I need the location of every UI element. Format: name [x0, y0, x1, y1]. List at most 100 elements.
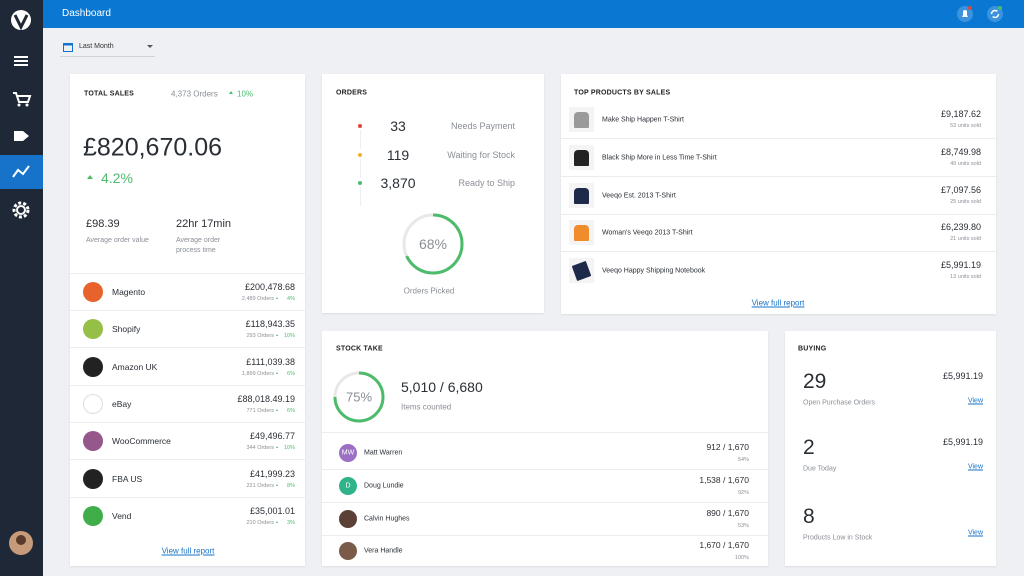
total-sales-card	[70, 74, 305, 566]
status-line	[359, 130, 361, 149]
person-avatar	[339, 444, 357, 462]
buying-count: 8	[803, 505, 815, 528]
product-item	[574, 225, 589, 242]
buying-view-link[interactable]: View	[967, 529, 983, 537]
logo[interactable]	[11, 10, 31, 31]
chart-icon[interactable]	[12, 165, 30, 178]
buying-count: 29	[803, 370, 827, 393]
ring-label: 75%	[345, 389, 373, 405]
sidebar-icons	[9, 10, 33, 555]
date-filter[interactable]	[60, 38, 155, 57]
stock-take-card	[322, 331, 768, 566]
channel-logo	[83, 505, 103, 526]
list-icon[interactable]	[14, 56, 28, 66]
up-arrow	[276, 446, 278, 449]
channel-amount: £41,999.23	[249, 468, 295, 479]
separator	[322, 432, 768, 433]
top-bar	[43, 0, 1024, 28]
status-label: Ready to Ship	[458, 178, 515, 188]
status-line	[359, 187, 361, 206]
buying-amount: £5,991.19	[942, 437, 983, 447]
channel-amount: £200,478.68	[244, 282, 295, 292]
product-item	[574, 187, 589, 204]
tag-icon[interactable]	[14, 131, 29, 141]
channel-amount: £118,943.35	[245, 319, 295, 330]
channel-change: 6%	[287, 370, 295, 377]
cart-icon[interactable]	[13, 92, 32, 107]
product-name: Veeqo Est. 2013 T-Shirt	[602, 192, 676, 200]
sync[interactable]	[987, 6, 1003, 22]
status-label: Waiting for Stock	[447, 149, 515, 160]
channel-logo	[83, 393, 103, 414]
channel-change: 6%	[287, 407, 295, 414]
channel-orders: 2,489 Orders	[241, 296, 274, 302]
card-title: STOCK TAKE	[336, 345, 383, 353]
person-count: 890 / 1,670	[706, 507, 749, 518]
person-name: Calvin Hughes	[364, 515, 410, 523]
up-arrow	[276, 408, 278, 411]
settings-icon[interactable]	[12, 201, 30, 219]
orders-change: 10%	[237, 89, 254, 99]
status-count: 3,870	[380, 175, 416, 191]
person-percent: 54%	[737, 457, 749, 463]
buying-amount: £5,991.19	[942, 371, 983, 381]
status-line	[359, 158, 361, 178]
separator	[561, 175, 996, 177]
channel-amount: £35,001.01	[249, 505, 295, 516]
separator	[561, 138, 996, 139]
separator	[70, 421, 305, 423]
separator	[322, 534, 768, 536]
card-title: ORDERS	[336, 89, 368, 97]
date-filter-label: Last Month	[79, 43, 114, 50]
sales-change: 4.2%	[101, 170, 133, 186]
channel-name: Shopify	[112, 324, 141, 335]
person-avatar	[339, 476, 357, 495]
view-report-link[interactable]: View full report	[751, 298, 805, 308]
notifications[interactable]	[957, 6, 973, 22]
buying-view-link[interactable]: View	[967, 397, 983, 405]
view-report-link[interactable]: View full report	[161, 546, 215, 556]
card-title: TOTAL SALES	[84, 90, 135, 98]
dropdown-caret	[147, 45, 153, 48]
channel-name: Vend	[112, 510, 132, 521]
channel-name: Magento	[112, 287, 146, 297]
channel-name: Amazon UK	[112, 361, 158, 372]
person-count: 1,538 / 1,670	[699, 474, 749, 485]
person-count: 912 / 1,670	[706, 442, 749, 452]
person-count: 1,670 / 1,670	[699, 540, 749, 551]
product-amount: £7,097.56	[940, 184, 981, 195]
buying-view-link[interactable]: View	[967, 463, 983, 471]
status-dot	[358, 152, 362, 157]
product-item	[574, 112, 589, 128]
separator	[322, 501, 768, 503]
up-arrow	[276, 334, 278, 337]
person-name: Vera Handle	[364, 547, 403, 555]
channel-amount: £111,039.38	[246, 356, 295, 367]
channel-name: WooCommerce	[112, 436, 171, 447]
stat-label: Average order process time	[176, 237, 221, 254]
card-title: TOP PRODUCTS BY SALES	[574, 89, 671, 97]
channel-orders: 344 Orders	[246, 445, 274, 452]
up-arrow	[276, 371, 278, 374]
separator	[70, 496, 305, 498]
status-dot	[358, 181, 362, 185]
channel-name: eBay	[112, 398, 132, 409]
progress-ring	[333, 371, 385, 423]
product-name: Make Ship Happen T-Shirt	[602, 116, 684, 124]
progress-ring	[402, 213, 464, 275]
product-units: 25 units sold	[950, 198, 981, 205]
separator	[70, 310, 305, 311]
channel-logo	[83, 282, 103, 302]
channel-amount: £88,018.49.19	[237, 393, 295, 404]
user-avatar[interactable]	[9, 531, 33, 555]
page-title: Dashboard	[62, 8, 111, 19]
separator	[70, 459, 305, 461]
channel-amount: £49,496.77	[249, 431, 295, 442]
up-arrow	[276, 520, 278, 523]
channel-change: 4%	[287, 296, 295, 302]
product-amount: £9,187.62	[940, 109, 981, 119]
items-label: Items counted	[401, 402, 452, 412]
channel-orders: 771 Orders	[246, 407, 274, 414]
person-name: Doug Lundie	[364, 482, 404, 490]
